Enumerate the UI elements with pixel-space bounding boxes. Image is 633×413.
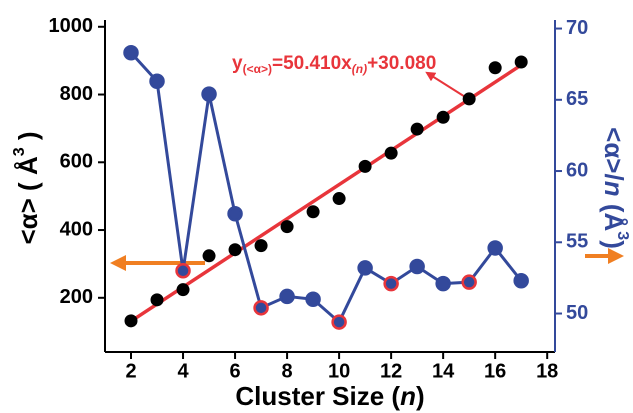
y2-tick-label: 55 [566, 231, 588, 253]
label-part: ) [599, 240, 629, 249]
fit-line [130, 63, 523, 323]
data-point [331, 314, 347, 330]
data-point [306, 205, 320, 219]
x-tick-label: 18 [536, 360, 558, 382]
data-point [435, 275, 451, 292]
data-point [228, 243, 242, 257]
data-point [487, 240, 503, 256]
data-point [280, 220, 294, 234]
y2-tick-label: 65 [566, 88, 588, 110]
y-tick-label: 600 [60, 151, 93, 173]
y-tick-label: 200 [60, 286, 93, 308]
data-point [332, 192, 346, 206]
eq-sub: (n) [352, 62, 367, 76]
eq-sub: (<α>) [243, 62, 272, 76]
y-axis-title: <α> ( Å3 ) [11, 131, 43, 244]
label-part: <α> ( Å [13, 156, 43, 244]
x-tick-label: 6 [229, 360, 240, 382]
data-point [409, 258, 425, 275]
data-point [201, 86, 217, 102]
x-tick-label: 16 [484, 360, 506, 382]
label-part: (Å [599, 197, 629, 232]
x-tick-label: 12 [380, 360, 402, 382]
y-tick-label: 400 [60, 218, 93, 240]
data-point [176, 283, 190, 297]
label-part: <α>/ [599, 127, 629, 181]
y-tick-label: 800 [60, 83, 93, 105]
label-part: n [599, 181, 629, 197]
y2-axis-title: <α>/n (Å3) [599, 127, 631, 249]
data-point [123, 45, 139, 61]
x-axis-title: Cluster Size (n) [235, 381, 424, 411]
data-point [513, 273, 529, 289]
eq-part: =50.410x [272, 53, 352, 74]
data-point [384, 146, 398, 160]
y2-tick-label: 70 [566, 17, 588, 39]
eq-part: +30.080 [367, 53, 436, 74]
data-point [175, 263, 191, 279]
data-point [149, 73, 165, 90]
data-point [436, 110, 450, 124]
data-point [383, 275, 399, 292]
data-point [461, 274, 477, 290]
data-point [124, 314, 138, 328]
data-point [279, 288, 295, 305]
y-tick-label: 1000 [49, 15, 94, 37]
label-part: ) [13, 131, 43, 147]
y2-tick-label: 60 [566, 159, 588, 181]
label-part: 3 [11, 147, 28, 156]
fit-equation: y(<α>)=50.410x(n)+30.080 [232, 53, 436, 76]
data-point [227, 206, 243, 222]
data-point [488, 61, 502, 75]
data-point [305, 291, 321, 308]
x-tick-label: 10 [328, 360, 350, 382]
x-tick-label: 2 [125, 360, 136, 382]
data-point [253, 300, 269, 316]
data-point [150, 293, 164, 307]
series-line [129, 51, 523, 325]
data-point [202, 249, 216, 263]
data-point [514, 55, 528, 69]
y2-tick-label: 50 [566, 302, 588, 324]
x-tick-label: 14 [432, 360, 455, 382]
x-tick-label: 8 [282, 360, 293, 382]
data-point [357, 260, 373, 276]
x-tick-label: 4 [177, 360, 189, 382]
data-point [462, 92, 476, 106]
label-part: 3 [614, 231, 631, 240]
label-part: Cluster Size ( [235, 381, 400, 411]
eq-part: y [232, 53, 243, 74]
label-part: n [400, 381, 416, 411]
data-point [358, 159, 372, 173]
data-point [410, 122, 424, 136]
label-part: ) [416, 381, 425, 411]
data-point [254, 239, 268, 253]
